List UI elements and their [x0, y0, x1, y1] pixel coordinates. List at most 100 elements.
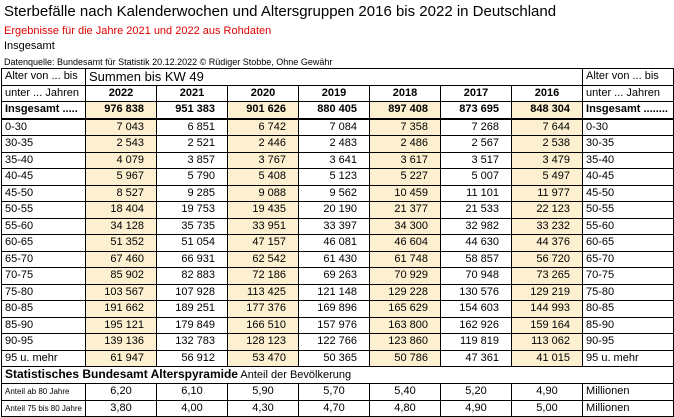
value-cell: 72 186 — [227, 267, 299, 285]
value-cell: 901 626 — [227, 101, 299, 120]
row-label: Insgesamt ..... — [1, 101, 86, 120]
row-label: 45-50 — [582, 184, 674, 202]
row-label: 65-70 — [1, 250, 86, 268]
value-cell: 85 902 — [85, 267, 157, 285]
value-cell: 2 446 — [227, 135, 299, 153]
value-cell: 3 641 — [298, 151, 370, 169]
data-row: 80-85 191 662 189 251 177 376 169 896 165 629… — [1, 300, 674, 318]
header-row: unter ... Jahren 2022 2021 2020 2019 2018 2017… — [1, 84, 674, 102]
value-cell: 5,00 — [510, 399, 584, 417]
data-table: Alter von ... bis Summen bis KW 49 Alter v… — [0, 68, 674, 417]
row-label: 85-90 — [582, 316, 674, 334]
row-label: 45-50 — [1, 184, 86, 202]
value-cell: 113 425 — [227, 283, 299, 301]
value-cell: 2 567 — [440, 135, 512, 153]
row-label: 55-60 — [582, 217, 674, 235]
value-cell: 51 352 — [85, 234, 157, 252]
value-cell: 107 928 — [156, 283, 228, 301]
value-cell: 5,20 — [440, 383, 512, 401]
value-cell: 35 735 — [156, 217, 228, 235]
year-header: 2016 — [510, 84, 584, 102]
pyramid-header-row: Statistisches Bundesamt Alterspyramide A… — [0, 366, 674, 384]
row-label: 35-40 — [1, 151, 86, 169]
pyramid-row: Anteil ab 80 Jahre 6,20 6,10 5,90 5,70 5,40 5,… — [1, 383, 674, 401]
source: Datenquelle: Bundesamt für Statistik 20.… — [4, 57, 333, 67]
row-label: 40-45 — [582, 168, 674, 186]
value-cell: 3,80 — [85, 399, 157, 417]
value-cell: 130 576 — [440, 283, 512, 301]
value-cell: 897 408 — [369, 101, 441, 120]
row-label: 75-80 — [1, 283, 86, 301]
row-label: 80-85 — [582, 300, 674, 318]
value-cell: 9 285 — [156, 184, 228, 202]
value-cell: 6 851 — [156, 118, 228, 136]
header-cell: unter ... Jahren — [1, 84, 86, 102]
value-cell: 82 883 — [156, 267, 228, 285]
row-label: 85-90 — [1, 316, 86, 334]
value-cell: 19 435 — [227, 201, 299, 219]
value-cell: 5,70 — [298, 383, 370, 401]
value-cell: 129 228 — [369, 283, 441, 301]
value-cell: 157 976 — [298, 316, 370, 334]
value-cell: 179 849 — [156, 316, 228, 334]
value-cell: 19 753 — [156, 201, 228, 219]
value-cell: 33 397 — [298, 217, 370, 235]
value-cell: 3 617 — [369, 151, 441, 169]
value-cell: 195 121 — [85, 316, 157, 334]
value-cell: 41 015 — [510, 349, 584, 367]
value-cell: 9 562 — [298, 184, 370, 202]
value-cell: 73 265 — [510, 267, 584, 285]
value-cell: 5 967 — [85, 168, 157, 186]
value-cell: 51 054 — [156, 234, 228, 252]
value-cell: 166 510 — [227, 316, 299, 334]
data-row: 65-70 67 460 66 931 62 542 61 430 61 748 58 85… — [1, 250, 674, 268]
value-cell: 33 951 — [227, 217, 299, 235]
value-cell: 4,80 — [369, 399, 441, 417]
value-cell: 162 926 — [440, 316, 512, 334]
value-cell: 7 268 — [440, 118, 512, 136]
value-cell: 11 977 — [510, 184, 584, 202]
value-cell: 47 157 — [227, 234, 299, 252]
year-header: 2021 — [156, 84, 228, 102]
value-cell: 61 430 — [298, 250, 370, 268]
value-cell: 132 783 — [156, 333, 228, 351]
pyramid-row: Anteil 75 bis 80 Jahre 3,80 4,00 4,30 4,70 4,… — [1, 399, 674, 417]
value-cell: 2 538 — [510, 135, 584, 153]
label: Insgesamt — [4, 40, 55, 52]
row-label: 0-30 — [1, 118, 86, 136]
value-cell: 154 603 — [440, 300, 512, 318]
value-cell: 123 860 — [369, 333, 441, 351]
data-row: 50-55 18 404 19 753 19 435 20 190 21 377 21 53… — [1, 201, 674, 219]
year-header: 2020 — [227, 84, 299, 102]
value-cell: 121 148 — [298, 283, 370, 301]
value-cell: 46 081 — [298, 234, 370, 252]
value-cell: 189 251 — [156, 300, 228, 318]
row-label: 95 u. mehr — [1, 349, 86, 367]
row-label: 60-65 — [1, 234, 86, 252]
value-cell: 11 101 — [440, 184, 512, 202]
row-label: 30-35 — [582, 135, 674, 153]
value-cell: 848 304 — [510, 101, 584, 120]
value-cell: 873 695 — [440, 101, 512, 120]
group-header: Summen bis KW 49 — [84, 68, 584, 86]
value-cell: 191 662 — [85, 300, 157, 318]
row-label: 65-70 — [582, 250, 674, 268]
value-cell: 122 766 — [298, 333, 370, 351]
pyramid-header: Statistisches Bundesamt Alterspyramide A… — [0, 366, 674, 384]
value-cell: 165 629 — [369, 300, 441, 318]
value-cell: 4,90 — [440, 399, 512, 417]
value-cell: 4,90 — [510, 383, 584, 401]
value-cell: 5 497 — [510, 168, 584, 186]
value-cell: 47 361 — [440, 349, 512, 367]
year-header: 2018 — [369, 84, 441, 102]
row-label: 95 u. mehr — [582, 349, 674, 367]
value-cell: 34 300 — [369, 217, 441, 235]
row-label: 60-65 — [582, 234, 674, 252]
value-cell: 5 408 — [227, 168, 299, 186]
pyramid-title: Statistisches Bundesamt Alterspyramide — [5, 367, 238, 382]
row-label: 40-45 — [1, 168, 86, 186]
value-cell: 8 527 — [85, 184, 157, 202]
value-cell: 18 404 — [85, 201, 157, 219]
row-label: 0-30 — [582, 118, 674, 136]
value-cell: 880 405 — [298, 101, 370, 120]
